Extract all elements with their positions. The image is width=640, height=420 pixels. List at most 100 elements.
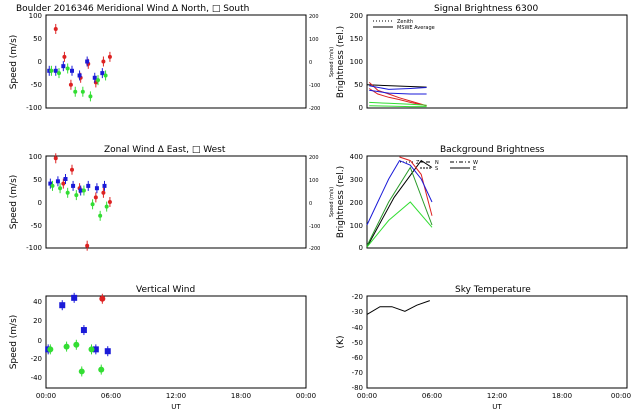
y-tick-label: 100 <box>350 222 363 230</box>
legend-label: Zenith <box>397 19 413 25</box>
plot-frame <box>45 14 307 109</box>
x-axis: 00:00 06:00 12:00 18:00 00:00 UT <box>36 392 316 411</box>
y-tick-label: 50 <box>354 81 363 89</box>
x-tick-label: 06:00 <box>101 392 121 400</box>
y2-axis-label: Speed (m/s) <box>329 187 335 217</box>
data-point <box>93 195 98 200</box>
data-point <box>104 204 109 209</box>
series-line-N <box>399 156 433 216</box>
data-point <box>77 73 82 78</box>
y-tick-label: 20 <box>33 317 42 325</box>
x-tick-label: 00:00 <box>296 392 316 400</box>
data-point <box>65 66 70 71</box>
x-tick-label: 00:00 <box>357 392 377 400</box>
data-point <box>78 368 85 375</box>
plot-frame <box>45 295 307 389</box>
data-point <box>53 156 58 161</box>
y-tick-label: -20 <box>31 355 42 363</box>
series-line-red-1 <box>368 82 427 107</box>
series-line-S <box>366 159 433 226</box>
data-point <box>58 186 63 191</box>
panel-title: Boulder 2016346 Meridional Wind Δ North,… <box>16 4 249 14</box>
y-tick-label: -100 <box>26 244 42 252</box>
data-point <box>85 243 90 248</box>
y-tick-label: -80 <box>352 384 363 392</box>
series-line-blue-1 <box>369 85 427 90</box>
y-tick-label: -20 <box>352 293 363 301</box>
legend-label: W <box>473 160 478 166</box>
y-axis-label: Speed (m/s) <box>9 35 19 90</box>
series-line-blue-2 <box>369 89 427 95</box>
data-point <box>70 167 74 172</box>
data-point <box>85 59 90 64</box>
y-axis: 40 20 0 -20 -40 <box>31 298 42 382</box>
y-tick-label: 40 <box>33 298 42 306</box>
y-tick-label: -70 <box>352 369 363 377</box>
plot-frame <box>45 155 307 249</box>
plot-frame <box>366 14 628 109</box>
data-point <box>81 188 86 193</box>
y-axis-label: Speed (m/s) <box>9 175 19 230</box>
y-axis: 200 150 100 50 0 <box>350 12 363 112</box>
data-point <box>71 294 78 301</box>
y2-tick-label: 0 <box>309 60 312 66</box>
data-point <box>88 94 93 99</box>
data-point <box>94 186 99 191</box>
y-tick-label: 0 <box>359 104 363 112</box>
data-point <box>65 190 70 195</box>
legend: Zenith MSWE Average <box>373 19 435 31</box>
panel-title: Vertical Wind <box>136 285 195 295</box>
y-tick-label: -50 <box>31 222 42 230</box>
plot-area <box>366 82 427 108</box>
series-line-red-2 <box>368 88 427 107</box>
y-axis-label: Speed (m/s) <box>9 315 19 370</box>
data-point <box>61 64 66 69</box>
data-point <box>70 68 74 73</box>
data-point <box>103 73 108 78</box>
y-tick-label: 100 <box>29 153 42 161</box>
panel-title: Sky Temperature <box>455 285 531 295</box>
panel-meridional: Boulder 2016346 Meridional Wind Δ North,… <box>9 4 335 112</box>
y-tick-label: 150 <box>350 35 363 43</box>
x-tick-label: 18:00 <box>231 392 251 400</box>
data-point <box>47 68 52 73</box>
y2-tick-label: -100 <box>309 83 320 89</box>
plot-area <box>47 23 112 102</box>
panel-sky: Sky Temperature -20 -30 -40 -50 -60 -70 … <box>336 285 631 411</box>
data-point <box>101 190 106 195</box>
panel-title: Zonal Wind Δ East, □ West <box>104 145 226 155</box>
y-axis-label: Brightness (rel.) <box>336 166 346 238</box>
data-point <box>102 183 107 188</box>
plot-area <box>366 156 433 248</box>
data-point <box>92 346 99 353</box>
y2-axis: 200 100 0 -100 -200 <box>309 14 320 112</box>
data-point <box>53 26 58 31</box>
data-point <box>100 71 105 76</box>
data-point <box>99 295 106 302</box>
y-axis: 100 50 0 -50 -100 <box>26 153 42 252</box>
y2-tick-label: -200 <box>309 106 320 112</box>
panel-zonal: Zonal Wind Δ East, □ West 100 50 0 -50 -… <box>9 145 335 252</box>
y-tick-label: 0 <box>38 337 42 345</box>
x-tick-label: 06:00 <box>422 392 442 400</box>
series-line-Zenith <box>366 84 427 88</box>
y-tick-label: -60 <box>352 354 363 362</box>
y2-tick-label: 200 <box>309 14 319 20</box>
series-line-W <box>366 201 433 248</box>
data-point <box>68 82 73 87</box>
y-tick-label: 200 <box>350 12 363 20</box>
panel-title: Signal Brightness 6300 <box>434 4 538 14</box>
data-point <box>78 188 83 193</box>
y-tick-label: 100 <box>350 58 363 66</box>
data-point <box>57 71 61 76</box>
data-point <box>49 68 54 73</box>
x-tick-label: 12:00 <box>487 392 507 400</box>
data-point <box>98 366 105 373</box>
y2-tick-label: 200 <box>309 155 319 161</box>
y-axis-label: (K) <box>336 336 346 349</box>
y2-tick-label: -100 <box>309 224 320 230</box>
data-point <box>61 181 66 186</box>
y-tick-label: -50 <box>31 81 42 89</box>
legend-label: N <box>435 160 439 166</box>
data-point <box>63 343 70 350</box>
